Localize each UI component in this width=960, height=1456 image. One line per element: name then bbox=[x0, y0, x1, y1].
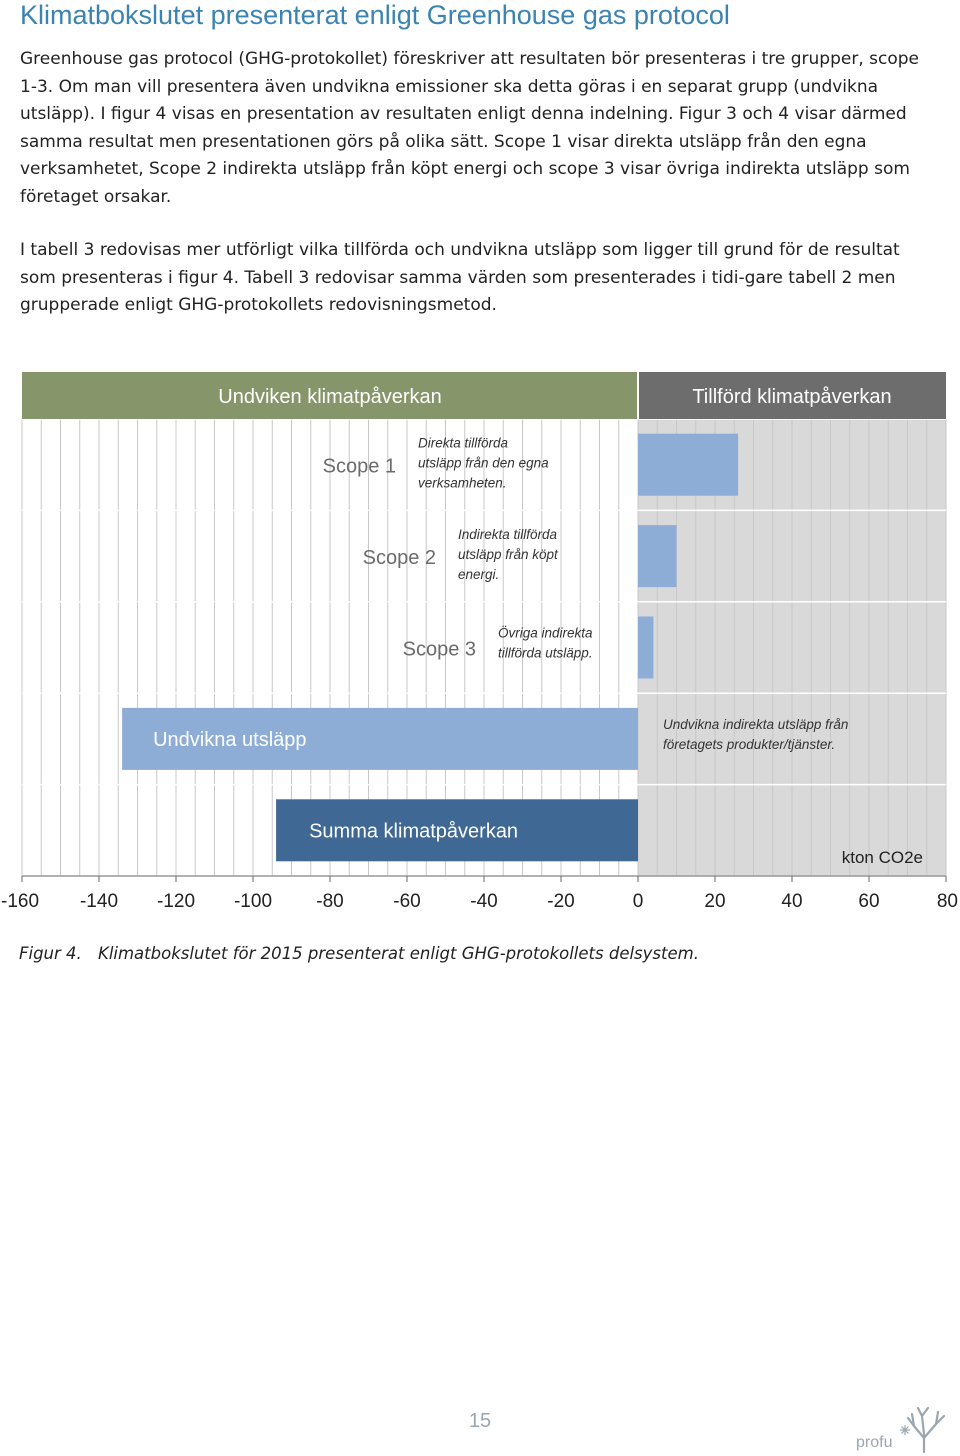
row-description: utsläpp från den egna bbox=[418, 456, 549, 471]
row-label: Summa klimatpåverkan bbox=[309, 820, 518, 842]
row-description: Direkta tillförda bbox=[418, 436, 509, 451]
header-negative-band bbox=[22, 372, 637, 419]
header-positive-label: Tillförd klimatpåverkan bbox=[692, 386, 891, 408]
header-positive-band bbox=[639, 372, 946, 419]
row-description: verksamheten. bbox=[418, 476, 507, 491]
x-tick-label: -80 bbox=[316, 891, 343, 912]
row-label: Scope 2 bbox=[363, 547, 436, 569]
bar bbox=[276, 799, 638, 862]
x-tick-label: -160 bbox=[1, 891, 39, 912]
bar bbox=[638, 525, 677, 588]
page-number: 15 bbox=[468, 1410, 492, 1432]
x-tick-label: -60 bbox=[393, 891, 420, 912]
x-tick-label: -100 bbox=[234, 891, 272, 912]
figure-caption-text: Klimatbokslutet för 2015 presenterat enl… bbox=[98, 944, 699, 963]
ghg-chart: Undviken klimatpåverkan Tillförd klimatpå… bbox=[1, 372, 958, 912]
profu-logo bbox=[900, 1406, 946, 1454]
intro-paragraph: Greenhouse gas protocol (GHG-protokollet… bbox=[20, 49, 919, 207]
x-tick-label: 40 bbox=[781, 891, 802, 912]
row-label: Scope 1 bbox=[323, 456, 396, 478]
row-description: utsläpp från köpt bbox=[458, 547, 559, 562]
x-tick-label: -120 bbox=[157, 891, 195, 912]
x-tick-label: 60 bbox=[858, 891, 879, 912]
row-description: Undvikna indirekta utsläpp från bbox=[663, 717, 848, 732]
bar bbox=[638, 616, 654, 679]
row-description: Indirekta tillförda bbox=[458, 527, 558, 542]
row-description: tillförda utsläpp. bbox=[498, 646, 593, 661]
x-tick-label: 20 bbox=[704, 891, 725, 912]
x-tick-label: 0 bbox=[633, 891, 644, 912]
table-reference-paragraph: I tabell 3 redovisas mer utförligt vilka… bbox=[20, 240, 900, 315]
header-negative-label: Undviken klimatpåverkan bbox=[218, 386, 441, 408]
profu-logo-text: profu bbox=[856, 1434, 893, 1451]
x-tick-label: -20 bbox=[547, 891, 574, 912]
row-description: energi. bbox=[458, 567, 499, 582]
row-description: företagets produkter/tjänster. bbox=[663, 737, 835, 752]
x-tick-label: -140 bbox=[80, 891, 118, 912]
row-label: Undvikna utsläpp bbox=[153, 729, 306, 751]
x-tick-label: 80 bbox=[937, 891, 958, 912]
x-tick-label: -40 bbox=[470, 891, 497, 912]
page-title: Klimatbokslutet presenterat enligt Green… bbox=[20, 0, 730, 30]
figure-caption-label: Figur 4. bbox=[19, 944, 82, 963]
bar bbox=[122, 707, 639, 770]
row-label: Scope 3 bbox=[403, 639, 476, 661]
row-description: Övriga indirekta bbox=[498, 626, 593, 641]
unit-label: kton CO2e bbox=[842, 848, 923, 867]
bar bbox=[638, 433, 739, 496]
